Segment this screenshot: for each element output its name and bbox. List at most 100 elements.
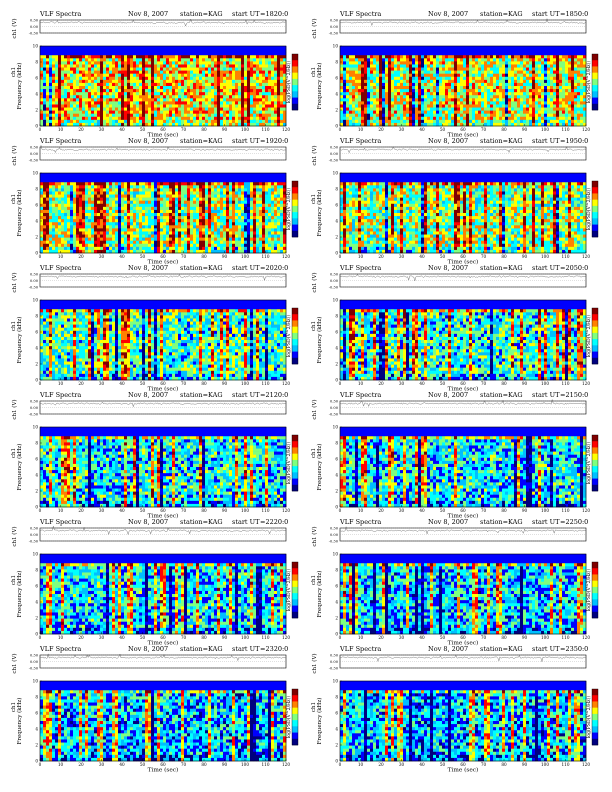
spectrogram-cell [532, 108, 535, 111]
spectrogram-cell [433, 104, 436, 107]
spectrogram-cell [391, 77, 394, 80]
spectrogram-cell [232, 111, 235, 114]
spectrogram-cell [445, 55, 448, 58]
spectrogram-cell [250, 86, 253, 89]
spectrogram-cell [262, 46, 265, 49]
spectrogram-cell [193, 95, 196, 98]
spectrogram-cell [568, 55, 571, 58]
spectrogram-cell [577, 120, 580, 123]
spectrogram-cell [43, 46, 46, 49]
spectrogram-cell [208, 52, 211, 55]
spectrogram-cell [145, 104, 148, 107]
spectrogram-cell [208, 49, 211, 52]
spectrogram-cell [364, 86, 367, 89]
spectrogram-cell [424, 61, 427, 64]
spectrogram-cell [91, 68, 94, 71]
spectrogram-cell [64, 68, 67, 71]
spectrogram-cell [196, 95, 199, 98]
spectrogram-cell [475, 120, 478, 123]
spectrogram-cell [382, 92, 385, 95]
spectrogram-cell [340, 77, 343, 80]
spectrogram-cell [157, 120, 160, 123]
spectrogram-cell [100, 49, 103, 52]
spectrogram-cell [250, 117, 253, 120]
spectrogram-cell [124, 111, 127, 114]
spectrogram-cell [88, 207, 91, 210]
spectrogram-cell [532, 55, 535, 58]
spectrogram-cell [550, 86, 553, 89]
spectrogram-cell [343, 95, 346, 98]
spectrogram-cell [376, 98, 379, 101]
spectrogram-cell [493, 114, 496, 117]
spectrogram-cell [94, 52, 97, 55]
spectrogram-cell [451, 117, 454, 120]
spectrogram-cell [433, 120, 436, 123]
spectrogram-cell [550, 61, 553, 64]
spectrogram-cell [247, 95, 250, 98]
spectrogram-cell [154, 95, 157, 98]
spectrogram-cell [415, 120, 418, 123]
spectrogram-cell [55, 58, 58, 61]
spectrogram-cell [274, 58, 277, 61]
spectrogram-cell [82, 49, 85, 52]
spectrogram-cell [184, 108, 187, 111]
spectrogram-cell [340, 95, 343, 98]
spectrogram-cell [70, 108, 73, 111]
spectrogram-cell [466, 46, 469, 49]
spectrogram-cell [499, 104, 502, 107]
spectrogram-cell [154, 58, 157, 61]
spectrogram-cell [385, 83, 388, 86]
spectrogram-cell [385, 58, 388, 61]
spectrogram-cell [61, 213, 64, 216]
spectrogram-cell [229, 68, 232, 71]
spectrogram-cell [415, 86, 418, 89]
spectrogram-cell [175, 83, 178, 86]
spectrogram-cell [88, 83, 91, 86]
spectrogram-cell [397, 46, 400, 49]
spectrogram-cell [124, 83, 127, 86]
spectrogram-cell [199, 71, 202, 74]
spectrogram-cell [355, 64, 358, 67]
spectrogram-cell [235, 98, 238, 101]
spectrogram-cell [265, 80, 268, 83]
spectrogram-cell [421, 49, 424, 52]
spectrogram-cell [367, 120, 370, 123]
spectrogram-cell [103, 111, 106, 114]
spectrogram-cell [565, 52, 568, 55]
spectrogram-cell [412, 89, 415, 92]
spectrogram-cell [565, 74, 568, 77]
spectrogram-cell [196, 61, 199, 64]
spectrogram-cell [346, 77, 349, 80]
spectrogram-cell [484, 55, 487, 58]
spectrogram-cell [394, 108, 397, 111]
spectrogram-cell [433, 61, 436, 64]
spectrogram-cell [460, 92, 463, 95]
spectrogram-cell [376, 80, 379, 83]
spectrogram-cell [460, 71, 463, 74]
spectrogram-cell [430, 52, 433, 55]
spectrogram-cell [397, 95, 400, 98]
spectrogram-cell [460, 108, 463, 111]
spectrogram-cell [547, 111, 550, 114]
spectrogram-cell [100, 204, 103, 207]
spectrogram-cell [145, 95, 148, 98]
spectrogram-cell [232, 55, 235, 58]
spectrogram-cell [526, 120, 529, 123]
spectrogram-cell [91, 179, 94, 182]
spectrogram-cell [466, 58, 469, 61]
spectrogram-cell [547, 98, 550, 101]
spectrogram-cell [268, 98, 271, 101]
spectrogram-cell [454, 68, 457, 71]
spectrogram-cell [169, 89, 172, 92]
spectrogram-cell [565, 89, 568, 92]
spectrogram-cell [103, 219, 106, 222]
spectrogram-cell [274, 68, 277, 71]
spectrogram-cell [427, 117, 430, 120]
spectrogram-cell [421, 55, 424, 58]
spectrogram-cell [487, 64, 490, 67]
spectrogram-cell [40, 216, 43, 219]
spectrogram-cell [211, 104, 214, 107]
spectrogram-cell [136, 104, 139, 107]
spectrogram-cell [64, 238, 67, 241]
spectrogram-cell [184, 86, 187, 89]
